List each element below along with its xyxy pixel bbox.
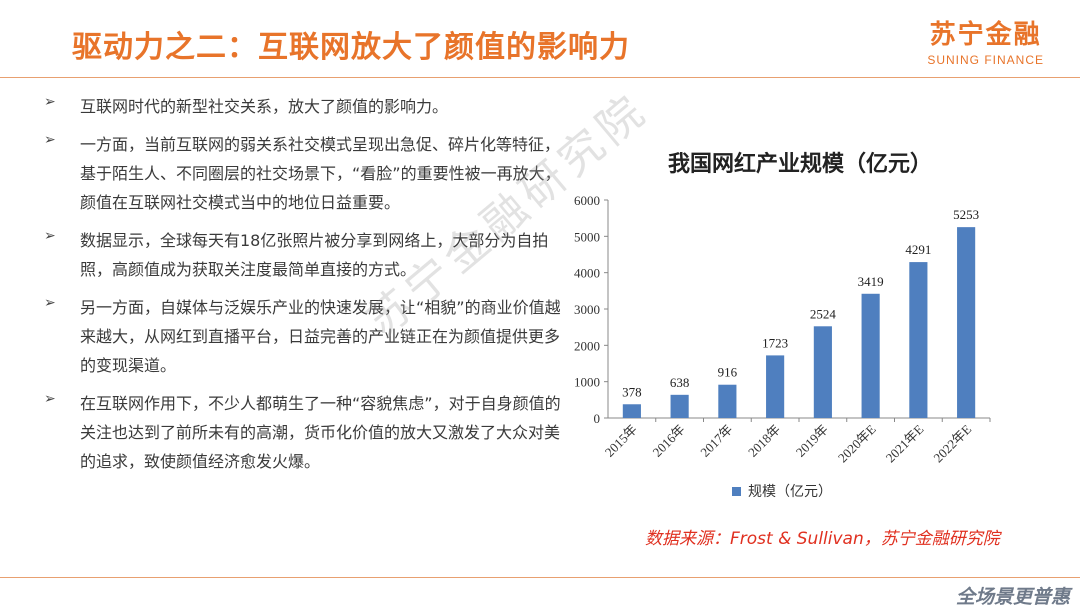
bullet-text: 数据显示，全球每天有18亿张照片被分享到网络上，大部分为自拍照，高颜值成为获取关… bbox=[80, 231, 549, 279]
bar bbox=[957, 227, 976, 418]
logo-cn-text: 苏宁金融 bbox=[929, 20, 1042, 50]
bullet-text: 互联网时代的新型社交关系，放大了颜值的影响力。 bbox=[80, 97, 449, 116]
x-tick-label: 2017年 bbox=[697, 422, 735, 460]
logo-en-text: SUNING FINANCE bbox=[927, 53, 1044, 67]
bullet-text: 另一方面，自媒体与泛娱乐产业的快速发展，让“相貌”的商业价值越来越大，从网红到直… bbox=[80, 298, 561, 375]
y-tick-label: 1000 bbox=[574, 375, 600, 390]
bar-value-label: 638 bbox=[670, 375, 690, 390]
data-source-note: 数据来源：Frost & Sullivan，苏宁金融研究院 bbox=[645, 529, 1000, 549]
x-tick-label: 2019年 bbox=[793, 422, 831, 460]
bullet-item: ➢ 互联网时代的新型社交关系，放大了颜值的影响力。 bbox=[44, 92, 564, 121]
bar bbox=[861, 293, 880, 418]
bar-value-label: 1723 bbox=[762, 335, 788, 350]
arrow-bullet-icon: ➢ bbox=[44, 391, 56, 407]
y-tick-label: 5000 bbox=[574, 229, 600, 244]
bullet-item: ➢ 数据显示，全球每天有18亿张照片被分享到网络上，大部分为自拍照，高颜值成为获取… bbox=[44, 226, 564, 284]
arrow-bullet-icon: ➢ bbox=[44, 228, 56, 244]
footer-divider bbox=[0, 577, 1080, 578]
legend-swatch bbox=[732, 487, 741, 496]
x-tick-label: 2018年 bbox=[745, 422, 783, 460]
x-tick-label: 2021年E bbox=[883, 421, 927, 465]
bullet-text: 在互联网作用下，不少人都萌生了一种“容貌焦虑”，对于自身颜值的关注也达到了前所未… bbox=[80, 394, 561, 471]
bar bbox=[766, 355, 785, 418]
bar-value-label: 378 bbox=[622, 384, 642, 399]
y-tick-label: 6000 bbox=[574, 193, 600, 208]
bullet-item: ➢ 在互联网作用下，不少人都萌生了一种“容貌焦虑”，对于自身颜值的关注也达到了前所… bbox=[44, 389, 564, 476]
bar-value-label: 3419 bbox=[858, 274, 884, 289]
y-tick-label: 0 bbox=[594, 411, 601, 426]
legend-label: 规模（亿元） bbox=[748, 484, 832, 500]
bar bbox=[670, 394, 689, 418]
y-tick-label: 4000 bbox=[574, 266, 600, 281]
brand-logo: 苏宁金融 SUNING FINANCE bbox=[927, 14, 1044, 67]
arrow-bullet-icon: ➢ bbox=[44, 132, 56, 148]
header-divider bbox=[0, 77, 1080, 78]
bar-value-label: 4291 bbox=[905, 242, 931, 257]
bar-value-label: 5253 bbox=[953, 207, 979, 222]
page-title: 驱动力之二：互联网放大了颜值的影响力 bbox=[72, 30, 630, 65]
x-tick-label: 2016年 bbox=[650, 422, 688, 460]
y-tick-label: 2000 bbox=[574, 338, 600, 353]
bullet-item: ➢ 另一方面，自媒体与泛娱乐产业的快速发展，让“相貌”的商业价值越来越大，从网红到… bbox=[44, 293, 564, 380]
bar-value-label: 916 bbox=[718, 365, 738, 380]
bar bbox=[718, 384, 737, 418]
bar-value-label: 2524 bbox=[810, 306, 837, 321]
bar bbox=[909, 262, 928, 418]
chart-title: 我国网红产业规模（亿元） bbox=[667, 152, 932, 177]
y-tick-label: 3000 bbox=[574, 302, 600, 317]
bar bbox=[813, 326, 832, 418]
x-tick-label: 2015年 bbox=[602, 422, 640, 460]
bullet-item: ➢ 一方面，当前互联网的弱关系社交模式呈现出急促、碎片化等特征，基于陌生人、不同圈… bbox=[44, 130, 564, 217]
bullet-text: 一方面，当前互联网的弱关系社交模式呈现出急促、碎片化等特征，基于陌生人、不同圈层… bbox=[80, 135, 561, 212]
bullet-list: ➢ 互联网时代的新型社交关系，放大了颜值的影响力。 ➢ 一方面，当前互联网的弱关系社… bbox=[44, 92, 564, 485]
footer-slogan-logo: 全场景更普惠 bbox=[955, 586, 1070, 608]
x-tick-label: 2020年E bbox=[835, 421, 879, 465]
arrow-bullet-icon: ➢ bbox=[44, 295, 56, 311]
x-tick-label: 2022年E bbox=[930, 421, 974, 465]
arrow-bullet-icon: ➢ bbox=[44, 94, 56, 110]
bar-chart: 0 1000 2000 3000 4000 5000 6000 378 2015年 638 2016… bbox=[574, 193, 991, 500]
bar bbox=[622, 404, 641, 418]
